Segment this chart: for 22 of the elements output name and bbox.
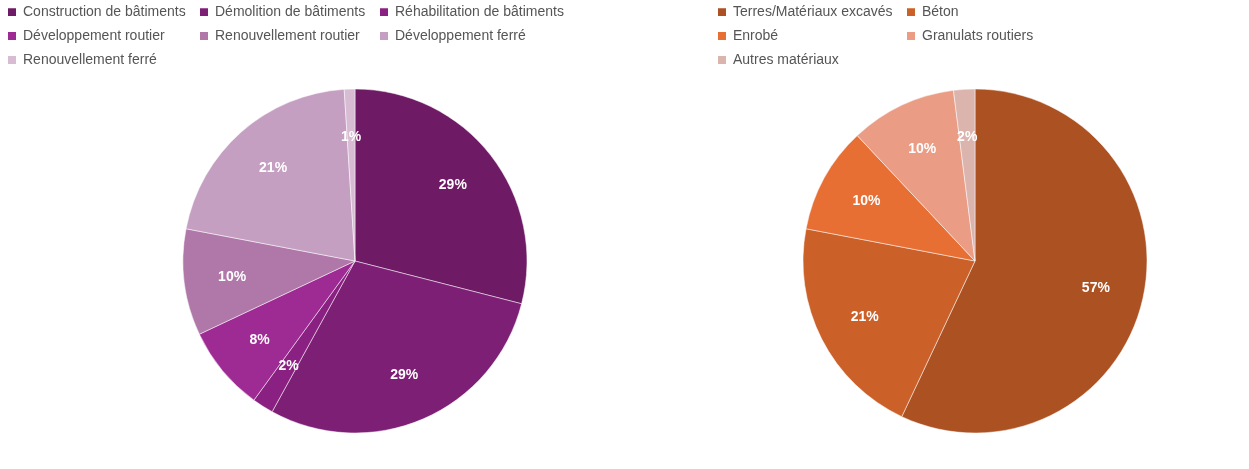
legend-label: Renouvellement ferré	[23, 51, 158, 67]
data-label: 21%	[259, 159, 288, 176]
legend-label: Renouvellement routier	[215, 27, 361, 43]
legend-label: Enrobé	[733, 27, 779, 43]
data-label: 2%	[278, 356, 300, 373]
legend-label: Développement routier	[23, 27, 165, 43]
data-label: 10%	[908, 139, 937, 156]
legend-label: Granulats routiers	[922, 27, 1034, 43]
data-label: 29%	[390, 365, 419, 382]
legend-label: Béton	[922, 3, 959, 20]
legend-label: Démolition de bâtiments	[215, 3, 366, 20]
legend-label: Autres matériaux	[733, 51, 839, 67]
data-label: 21%	[850, 308, 880, 325]
data-label: 57%	[1081, 279, 1111, 296]
data-label: 29%	[438, 176, 468, 193]
data-label: 8%	[249, 330, 271, 347]
legend-label: Construction de bâtiments	[23, 3, 186, 20]
legend-label: Terres/Matériaux excavés	[733, 3, 893, 20]
data-label: 10%	[852, 192, 882, 209]
legend-label: Réhabilitation de bâtiments	[395, 3, 564, 20]
legend-label: Développement ferré	[395, 27, 526, 43]
data-label: 10%	[218, 267, 247, 284]
